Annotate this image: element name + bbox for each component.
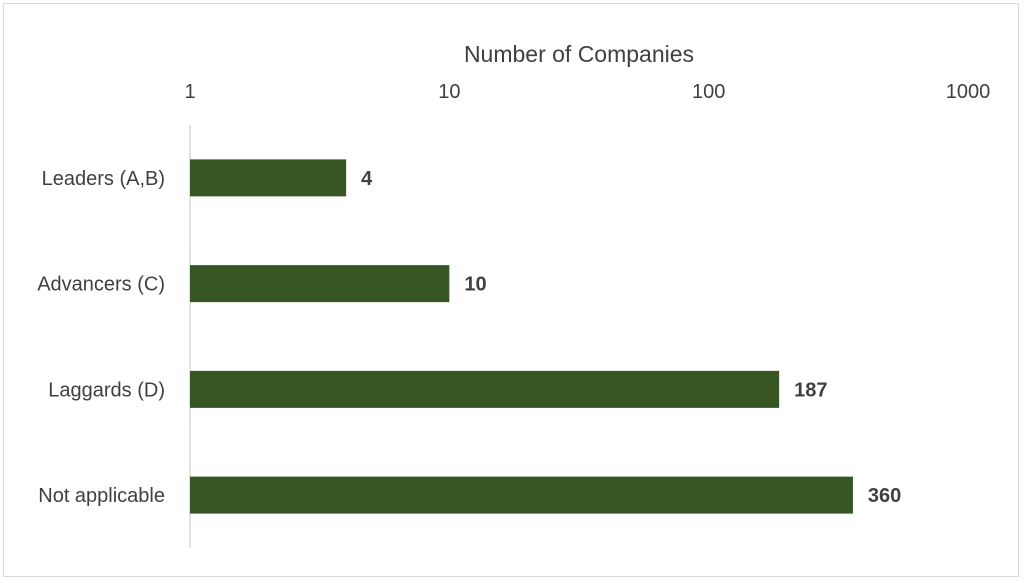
x-tick-label: 1000 [946, 81, 991, 103]
category-labels: Leaders (A,B) Advancers (C) Laggards (D) No… [37, 168, 165, 507]
bar [190, 265, 450, 303]
bars [190, 159, 853, 514]
data-label: 187 [794, 379, 827, 401]
data-label: 10 [464, 274, 486, 296]
bar [190, 159, 347, 197]
x-tick-label: 1 [184, 81, 195, 103]
bar [190, 476, 853, 514]
data-label: 4 [361, 168, 373, 190]
category-label: Leaders (A,B) [42, 168, 165, 190]
x-axis-ticks: 1 10 100 1000 [184, 81, 990, 103]
category-label: Not applicable [38, 485, 165, 507]
data-label: 360 [868, 485, 901, 507]
bar [190, 370, 780, 408]
x-tick-label: 100 [692, 81, 725, 103]
category-label: Laggards (D) [48, 379, 165, 401]
category-label: Advancers (C) [37, 274, 165, 296]
x-tick-label: 10 [438, 81, 460, 103]
data-labels: 4 10 187 360 [361, 168, 901, 507]
x-axis-title: Number of Companies [464, 41, 694, 67]
